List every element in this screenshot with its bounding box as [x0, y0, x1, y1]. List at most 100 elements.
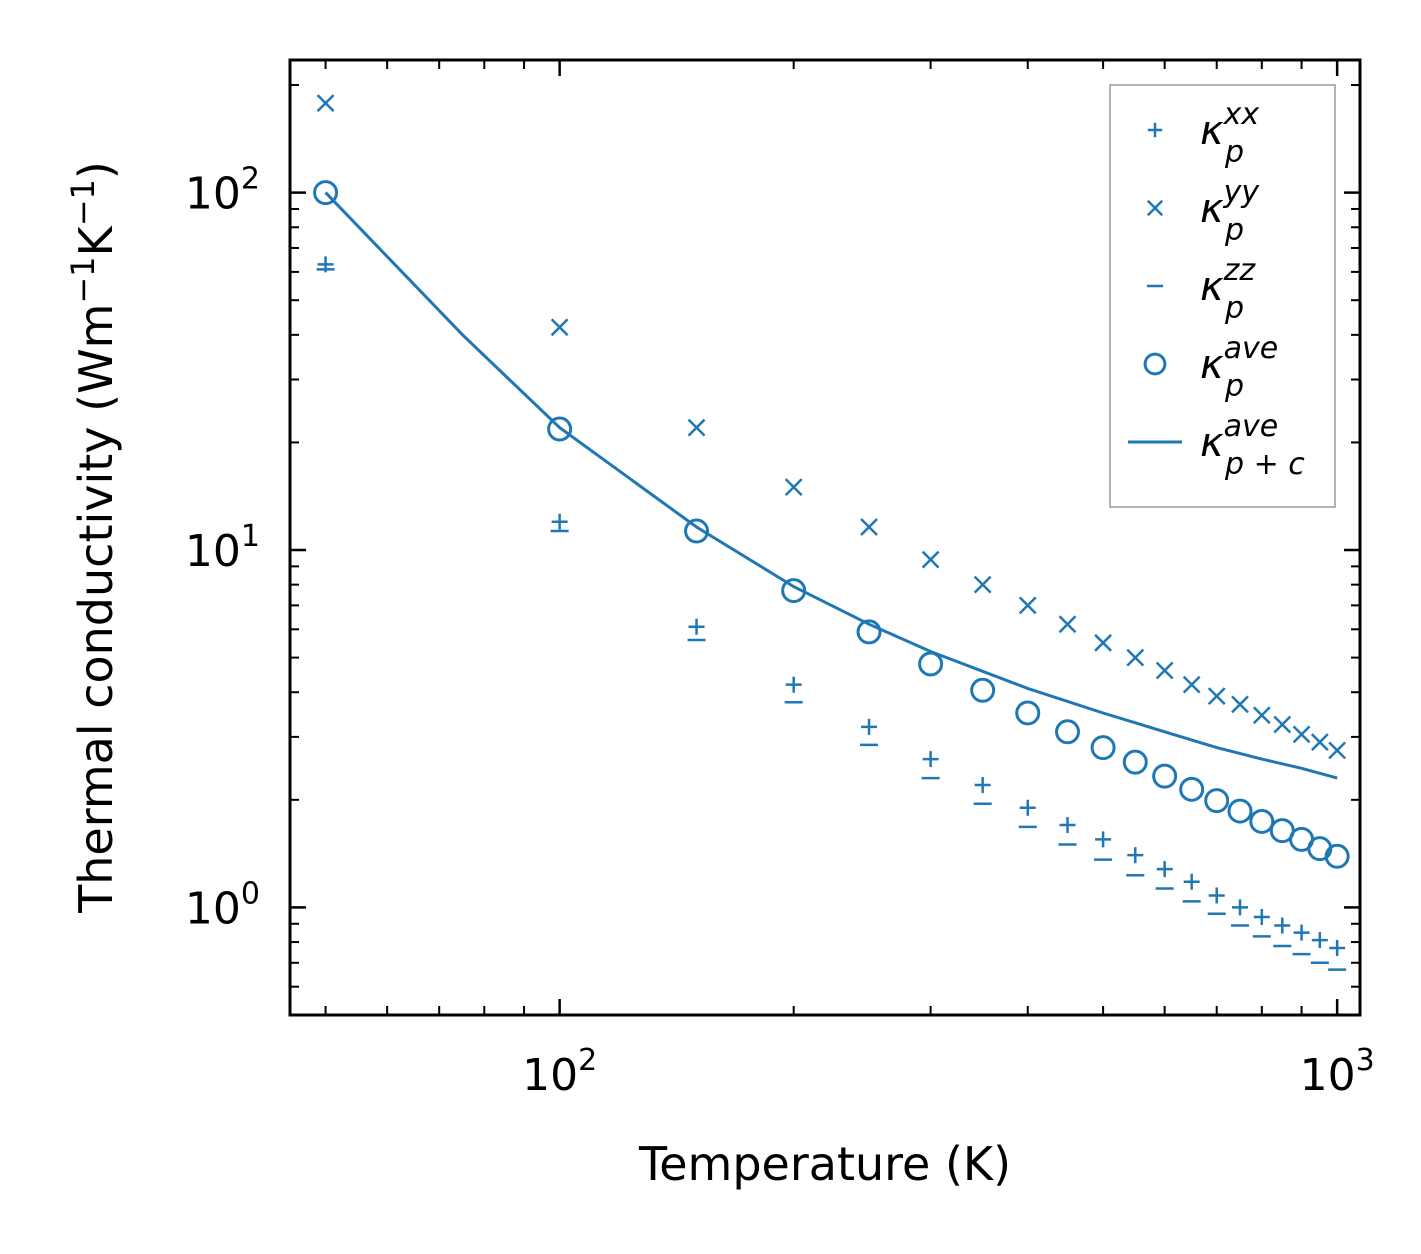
data-point	[1310, 733, 1329, 752]
data-point	[1122, 749, 1148, 775]
data-point	[1019, 799, 1036, 816]
series-kappa_p_zz	[316, 268, 1347, 971]
data-point	[1015, 700, 1041, 726]
data-point	[973, 575, 992, 594]
y-tick-label-exp: 1	[241, 519, 260, 554]
legend-marker	[1147, 122, 1163, 138]
series-kappa_p_xx	[317, 256, 1346, 956]
data-point	[1018, 596, 1037, 615]
data-point	[1055, 719, 1081, 745]
legend-label-base: κ	[1200, 264, 1224, 310]
data-point	[1311, 932, 1328, 949]
data-point	[1183, 873, 1200, 890]
data-point	[1156, 861, 1173, 878]
major-ticks	[290, 60, 1360, 1015]
data-point	[1179, 776, 1205, 802]
legend-label: κave p	[1200, 331, 1278, 404]
y-tick-label-base: 10	[185, 169, 241, 220]
data-point	[1293, 924, 1310, 941]
legend-label-sub: p	[1224, 135, 1244, 170]
y-axis-title: Thermal conductivity (Wm−1K−1)	[64, 161, 123, 914]
y-axis-title-main: Thermal conductivity (Wm	[69, 304, 123, 914]
data-point	[1253, 909, 1270, 926]
data-point	[1249, 808, 1275, 834]
x-tick-label-exp: 3	[1356, 1043, 1375, 1078]
legend-marker	[1143, 352, 1167, 376]
series-kappa_p_plus_c_ave	[324, 191, 1338, 780]
legend-label: κxx p	[1200, 97, 1259, 170]
y-tick-label-exp: 2	[241, 162, 260, 197]
legend-label-sup: zz	[1223, 253, 1257, 288]
legend-frame	[1109, 84, 1336, 508]
data-point	[1207, 687, 1226, 706]
data-point	[1155, 661, 1174, 680]
y-tick-label-base: 10	[185, 526, 241, 577]
series-kappa_p_yy	[316, 94, 1347, 760]
data-point	[313, 180, 339, 206]
data-point	[1324, 843, 1350, 869]
legend-label-sup: xx	[1223, 97, 1260, 132]
y-axis-title-sup1: −1	[64, 256, 102, 303]
legend-label-base: κ	[1200, 342, 1224, 388]
legend-label-sup: yy	[1223, 175, 1261, 210]
data-point	[856, 619, 882, 645]
y-tick-label: 100	[185, 876, 260, 934]
data-point	[1059, 817, 1076, 834]
plot-frame	[288, 58, 1362, 1017]
x-tick-label: 103	[1300, 1043, 1375, 1101]
data-point	[688, 618, 705, 635]
series-line	[324, 191, 1338, 780]
data-point	[1058, 615, 1077, 634]
data-point	[1328, 741, 1347, 760]
legend-label-sup: ave	[1224, 409, 1279, 444]
x-tick-label-base: 10	[522, 1050, 578, 1101]
y-axis-title-sup2: −1	[64, 179, 102, 226]
data-point	[1252, 706, 1271, 725]
data-point	[687, 418, 706, 437]
data-point	[974, 777, 991, 794]
legend-label-sub: p	[1224, 213, 1244, 248]
data-point	[551, 513, 568, 530]
legend-label-sup: ave	[1224, 331, 1279, 366]
data-point	[1231, 695, 1249, 714]
legend-label-base: κ	[1200, 420, 1224, 466]
y-tick-label-exp: 0	[241, 876, 260, 911]
data-point	[1127, 847, 1144, 864]
data-point	[316, 94, 335, 113]
legend-label-sub: p + c	[1224, 447, 1305, 482]
legend-label: κzz p	[1200, 253, 1256, 326]
y-axis-title-end: )	[69, 161, 123, 179]
x-tick-label: 102	[522, 1043, 597, 1101]
data-point	[547, 416, 573, 442]
data-point	[1204, 788, 1230, 814]
data-point	[861, 718, 878, 735]
data-point	[1292, 725, 1311, 744]
x-tick-label-exp: 2	[578, 1043, 597, 1078]
data-point	[785, 676, 802, 693]
y-tick-label-base: 10	[185, 883, 241, 934]
data-point	[1232, 899, 1249, 916]
data-point	[922, 751, 939, 768]
data-point	[550, 318, 569, 337]
legend-marker	[1146, 199, 1164, 217]
legend-markers	[1128, 122, 1182, 444]
y-tick-label: 101	[185, 519, 260, 577]
x-axis-title: Temperature (K)	[638, 1137, 1011, 1191]
data-point	[1152, 763, 1178, 789]
data-point	[1208, 887, 1225, 904]
data-point	[1126, 648, 1145, 667]
y-tick-label: 102	[185, 162, 260, 220]
data-point	[970, 677, 996, 703]
x-tick-label-base: 10	[1300, 1050, 1356, 1101]
legend-label-base: κ	[1200, 186, 1224, 232]
legend-label-base: κ	[1200, 108, 1224, 154]
legend-label: κave p + c	[1200, 409, 1305, 482]
y-axis-title-mid: K	[69, 224, 123, 256]
legend-label-sub: p	[1224, 369, 1244, 404]
data-point	[1274, 917, 1291, 934]
data-point	[1094, 633, 1112, 652]
